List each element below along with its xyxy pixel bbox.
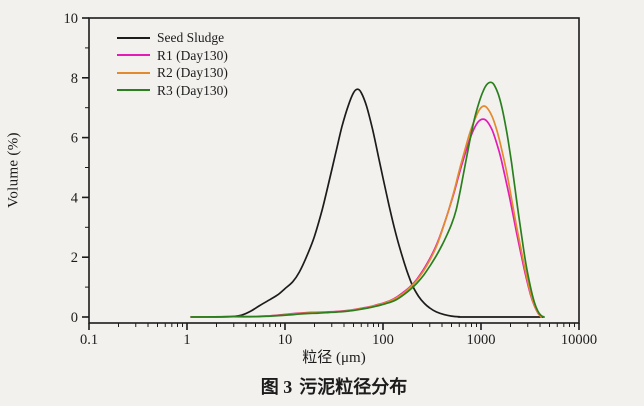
x-tick-label: 1 (183, 332, 190, 348)
y-tick-label: 6 (71, 131, 78, 147)
legend-line-swatch (117, 89, 150, 92)
figure-caption: 图 3 污泥粒径分布 (89, 373, 579, 399)
x-axis-title: 粒径 (μm) (302, 350, 366, 366)
x-tick-label: 100 (372, 332, 394, 348)
legend-label: R3 (Day130) (157, 82, 228, 98)
legend-item: Seed Sludge (117, 29, 228, 47)
y-tick-label: 10 (64, 11, 79, 27)
y-tick-label: 0 (71, 310, 78, 326)
y-tick-label: 4 (71, 190, 79, 206)
x-tick-label: 10 (278, 332, 293, 348)
legend: Seed Sludge R1 (Day130) R2 (Day130) R3 (Day… (117, 29, 228, 99)
legend-line-swatch (117, 36, 150, 39)
y-tick-label: 2 (71, 250, 78, 266)
x-tick-label: 10000 (561, 332, 597, 348)
caption-number: 图 3 (260, 377, 293, 397)
y-tick-label: 8 (71, 71, 78, 87)
legend-item: R3 (Day130) (117, 82, 228, 100)
legend-label: R2 (Day130) (157, 65, 228, 80)
legend-label: R1 (Day130) (157, 47, 228, 63)
y-axis-title: Volume (%) (5, 132, 22, 208)
caption-text: 污泥粒径分布 (299, 377, 408, 397)
series-line-seed-sludge (190, 88, 544, 318)
legend-item: R1 (Day130) (117, 47, 228, 65)
x-tick-label: 0.1 (80, 332, 98, 348)
legend-line-swatch (117, 71, 150, 74)
series-line-r3 (190, 81, 545, 318)
x-tick-label: 1000 (467, 332, 496, 348)
plot-frame (88, 17, 580, 324)
legend-line-swatch (117, 54, 150, 57)
legend-label: Seed Sludge (157, 30, 225, 45)
series-line-r1 (190, 118, 542, 318)
series-line-r2 (190, 105, 542, 318)
legend-item: R2 (Day130) (117, 64, 228, 82)
